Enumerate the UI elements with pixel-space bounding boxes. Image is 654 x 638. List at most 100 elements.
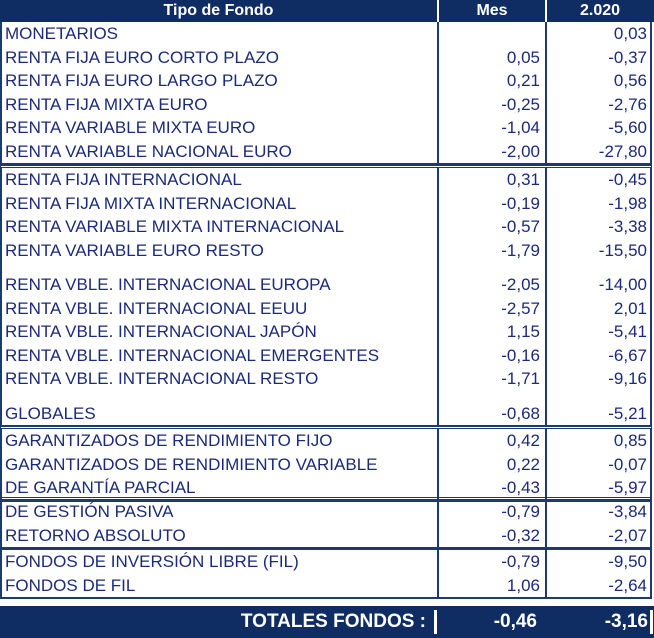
totals-divider [434,610,437,634]
month-value-cell: 1,06 [506,575,540,595]
row-group: MONETARIOS 0,03 RENTA FIJA EURO CORTO PLAZ… [0,22,652,165]
month-value-cell: -0,79 [501,552,540,571]
month-value-cell: -0,32 [501,525,540,545]
month-value-cell: -0,25 [501,94,540,114]
column-divider [545,550,547,597]
table-row: MONETARIOS 0,03 [2,22,650,46]
table-row: RENTA VBLE. INTERNACIONAL JAPÓN 1,15 -5,41 [2,320,650,344]
year-value-cell: -14,00 [598,275,647,294]
year-value-cell: -15,50 [598,240,647,260]
year-value-cell: -9,16 [608,369,647,388]
month-value-cell: -2,00 [501,141,540,161]
month-value-cell: -2,57 [501,298,540,318]
table-row: RENTA VARIABLE MIXTA INTERNACIONAL -0,57 -… [2,215,650,239]
totals-year: -3,16 [604,611,648,632]
column-divider [545,22,547,163]
table-row: RENTA VARIABLE NACIONAL EURO -2,00 -27,80 [2,140,650,164]
year-value-cell: -2,76 [608,94,647,114]
column-divider [545,429,547,500]
year-value-cell: -27,80 [598,141,647,161]
month-value-cell: 0,21 [506,71,540,90]
row-group: FONDOS DE INVERSIÓN LIBRE (FIL) -0,79 -9,5… [0,547,652,599]
fund-type-cell: DE GESTIÓN PASIVA [5,502,174,521]
totals-row: TOTALES FONDOS : -0,46 -3,16 [0,606,654,638]
fund-type-cell: FONDOS DE FIL [5,575,136,595]
totals-label: TOTALES FONDOS : [240,611,426,632]
fund-type-cell: RENTA FIJA EURO LARGO PLAZO [5,71,278,90]
table-row: DE GESTIÓN PASIVA -0,79 -3,84 [2,500,650,524]
table-row: RENTA FIJA MIXTA EURO -0,25 -2,76 [2,93,650,117]
year-value-cell: 2,01 [613,298,647,318]
table-row: RETORNO ABSOLUTO -0,32 -2,07 [2,524,650,548]
column-divider [437,500,439,547]
row-group: GARANTIZADOS DE RENDIMIENTO FIJO 0,42 0,85… [0,426,652,502]
totals-divider [650,610,653,634]
year-value-cell: -2,07 [608,525,647,545]
year-value-cell: -3,84 [608,502,647,521]
month-value-cell: 0,22 [506,454,540,474]
fund-type-cell: RETORNO ABSOLUTO [5,525,186,545]
fund-type-cell: RENTA FIJA EURO CORTO PLAZO [5,47,279,67]
row-group: DE GESTIÓN PASIVA -0,79 -3,84 RETORNO ABSOL… [0,497,652,549]
month-value-cell: -1,79 [501,240,540,260]
table-row: RENTA FIJA INTERNACIONAL 0,31 -0,45 [2,168,650,192]
month-value-cell: -2,05 [501,275,540,294]
column-divider [437,429,439,500]
fund-type-cell: MONETARIOS [5,24,119,43]
table-row: RENTA VARIABLE EURO RESTO -1,79 -15,50 [2,239,650,263]
fund-type-cell: RENTA VARIABLE NACIONAL EURO [5,141,292,161]
year-value-cell: -2,64 [608,575,647,595]
month-value-cell: -0,79 [501,502,540,521]
table-row: GARANTIZADOS DE RENDIMIENTO FIJO 0,42 0,85 [2,429,650,453]
fund-type-cell: RENTA VBLE. INTERNACIONAL RESTO [5,369,319,388]
row-group: RENTA FIJA INTERNACIONAL 0,31 -0,45 RENTA F… [0,165,652,427]
month-value-cell: 1,15 [506,322,540,341]
fund-type-cell: RENTA FIJA INTERNACIONAL [5,170,242,189]
column-divider [437,168,439,425]
table-row: RENTA FIJA EURO CORTO PLAZO 0,05 -0,37 [2,46,650,70]
fund-type-cell: RENTA VBLE. INTERNACIONAL EUROPA [5,275,331,294]
fund-type-cell: RENTA VARIABLE MIXTA INTERNACIONAL [5,217,345,236]
month-value-cell: -0,43 [501,478,540,497]
header-fund-type: Tipo de Fondo [163,2,274,19]
year-value-cell: -0,37 [608,47,647,67]
column-divider [545,168,547,425]
year-value-cell: 0,85 [613,431,647,450]
year-value-cell: -5,60 [608,118,647,137]
year-value-cell: -5,21 [608,403,647,423]
year-value-cell: -9,50 [608,552,647,571]
month-value-cell: 0,31 [506,170,540,189]
fund-type-cell: RENTA VARIABLE MIXTA EURO [5,118,256,137]
month-value-cell: -0,16 [501,345,540,365]
fund-type-cell: RENTA VARIABLE EURO RESTO [5,240,264,260]
month-value-cell: -0,19 [501,193,540,213]
month-value-cell: -1,04 [501,118,540,137]
totals-month: -0,46 [493,611,537,632]
month-value-cell: -0,57 [501,217,540,236]
month-value-cell: -1,71 [501,369,540,388]
table-row: RENTA VBLE. INTERNACIONAL EMERGENTES -0,1… [2,344,650,368]
table-row: RENTA VBLE. INTERNACIONAL RESTO -1,71 -9,1… [2,367,650,391]
year-value-cell: 0,03 [613,24,647,43]
table-header: Tipo de Fondo Mes 2.020 [0,0,654,22]
header-divider [437,0,439,22]
header-year: 2.020 [579,2,621,19]
month-value-cell: 0,42 [506,431,540,450]
fund-type-cell: DE GARANTÍA PARCIAL [5,478,196,497]
fund-type-cell: RENTA FIJA MIXTA EURO [5,94,208,114]
month-value-cell: -0,68 [501,403,540,423]
header-month: Mes [476,2,508,19]
table-row: RENTA VBLE. INTERNACIONAL EEUU -2,57 2,01 [2,297,650,321]
column-divider [437,22,439,163]
fund-type-cell: RENTA VBLE. INTERNACIONAL JAPÓN [5,322,317,341]
table-row: FONDOS DE INVERSIÓN LIBRE (FIL) -0,79 -9,5… [2,550,650,574]
fund-type-cell: RENTA VBLE. INTERNACIONAL EMERGENTES [5,345,380,365]
table-row: GLOBALES -0,68 -5,21 [2,402,650,426]
table-row: RENTA VARIABLE MIXTA EURO -1,04 -5,60 [2,116,650,140]
fund-type-cell: RENTA VBLE. INTERNACIONAL EEUU [5,298,308,318]
fund-type-cell: GLOBALES [5,403,96,423]
table-row: DE GARANTÍA PARCIAL -0,43 -5,97 [2,476,650,500]
year-value-cell: -6,67 [608,345,647,365]
month-value-cell: 0,05 [506,47,540,67]
